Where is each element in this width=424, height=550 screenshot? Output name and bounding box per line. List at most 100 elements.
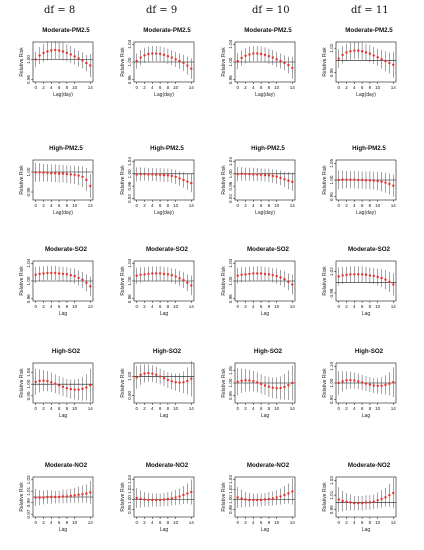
- data-point: [81, 387, 84, 391]
- panel-title: Moderate-PM2.5: [345, 27, 393, 34]
- data-point: [263, 498, 267, 501]
- x-tick-label: 8: [369, 406, 372, 411]
- plot-frame: [32, 41, 94, 83]
- data-point: [61, 50, 65, 53]
- data-point: [252, 52, 255, 55]
- data-point: [283, 178, 286, 181]
- data-point: [50, 381, 53, 384]
- plot-frame: [32, 159, 94, 201]
- data-point: [38, 171, 41, 174]
- data-point: [349, 50, 352, 53]
- data-point: [341, 53, 344, 57]
- x-tick-label: 6: [159, 520, 162, 525]
- y-tick-label: 0.97: [26, 509, 31, 518]
- data-point: [182, 278, 185, 282]
- data-point: [349, 178, 352, 181]
- data-point: [166, 273, 170, 276]
- data-point: [364, 501, 368, 504]
- x-tick-label: 0: [236, 406, 239, 411]
- data-point: [267, 497, 271, 501]
- x-tick-label: 10: [72, 203, 78, 208]
- x-tick-label: 14: [290, 406, 296, 411]
- x-tick-label: 0: [34, 203, 37, 208]
- data-point: [275, 175, 278, 178]
- data-point: [263, 272, 267, 276]
- x-tick-label: 14: [88, 406, 94, 411]
- data-point: [178, 381, 181, 384]
- x-axis-label: Lag(day): [356, 210, 376, 216]
- data-point: [151, 52, 154, 55]
- x-tick-label: 10: [274, 406, 280, 411]
- data-point: [267, 174, 271, 177]
- x-axis-label: Lag: [362, 413, 371, 419]
- y-tick-label: 0.98: [127, 505, 132, 514]
- panel-title: Moderate-SO2: [45, 246, 88, 253]
- x-tick-label: 10: [173, 85, 179, 90]
- x-tick-label: 14: [290, 520, 296, 525]
- y-tick-label: 1.05: [329, 158, 334, 167]
- data-point: [34, 273, 37, 276]
- x-axis-label: Lag(day): [154, 92, 174, 98]
- data-point: [73, 173, 76, 176]
- x-tick-label: 0: [337, 203, 340, 208]
- data-point: [186, 64, 189, 67]
- y-axis-label: Relative Risk: [221, 266, 227, 296]
- x-tick-label: 4: [151, 203, 154, 208]
- data-point: [81, 59, 84, 62]
- data-point: [259, 498, 263, 502]
- panel-title: Moderate-NO2: [146, 462, 189, 469]
- x-tick-label: 8: [66, 406, 69, 411]
- data-point: [46, 50, 49, 53]
- y-tick-label: 1.00: [127, 276, 132, 285]
- data-point: [376, 179, 379, 183]
- x-tick-label: 4: [50, 520, 53, 525]
- data-point: [380, 276, 383, 280]
- data-point: [166, 174, 170, 177]
- x-tick-label: 6: [58, 520, 61, 525]
- data-point: [287, 179, 290, 182]
- y-tick-label: 1.04: [228, 258, 233, 267]
- data-point: [244, 54, 247, 57]
- data-point: [360, 50, 364, 53]
- panel-title: Moderate-NO2: [348, 462, 391, 469]
- data-point: [139, 273, 142, 276]
- x-tick-label: 10: [274, 203, 280, 208]
- data-point: [186, 281, 189, 284]
- y-tick-label: 1.00: [228, 57, 233, 66]
- data-point: [65, 386, 69, 390]
- y-tick-label: 0.98: [228, 505, 233, 514]
- data-point: [65, 51, 69, 55]
- data-point: [54, 495, 57, 499]
- data-point: [240, 273, 243, 276]
- x-tick-label: 6: [260, 85, 263, 90]
- data-point: [252, 272, 255, 275]
- y-tick-label: 0.99: [26, 498, 31, 507]
- x-tick-label: 10: [274, 85, 280, 90]
- x-tick-label: 10: [274, 304, 280, 309]
- x-tick-label: 10: [72, 85, 78, 90]
- data-point: [287, 280, 290, 284]
- x-axis-label: Lag: [261, 311, 270, 317]
- data-point: [89, 285, 92, 288]
- y-tick-label: 0.95: [26, 187, 31, 196]
- y-axis-label: Relative Risk: [120, 368, 126, 398]
- y-tick-label: 1.04: [127, 157, 132, 166]
- y-tick-label: 1.00: [127, 57, 132, 66]
- y-tick-label: 0.96: [26, 294, 31, 303]
- x-tick-label: 2: [244, 203, 247, 208]
- data-point: [89, 384, 92, 387]
- data-point: [174, 496, 177, 499]
- data-point: [236, 380, 239, 383]
- y-tick-label: 1.00: [228, 378, 233, 387]
- y-axis-label: Relative Risk: [221, 482, 227, 512]
- data-point: [279, 386, 282, 390]
- data-point: [341, 178, 344, 181]
- data-point: [275, 387, 278, 390]
- x-tick-label: 4: [50, 203, 53, 208]
- x-tick-label: 2: [143, 520, 146, 525]
